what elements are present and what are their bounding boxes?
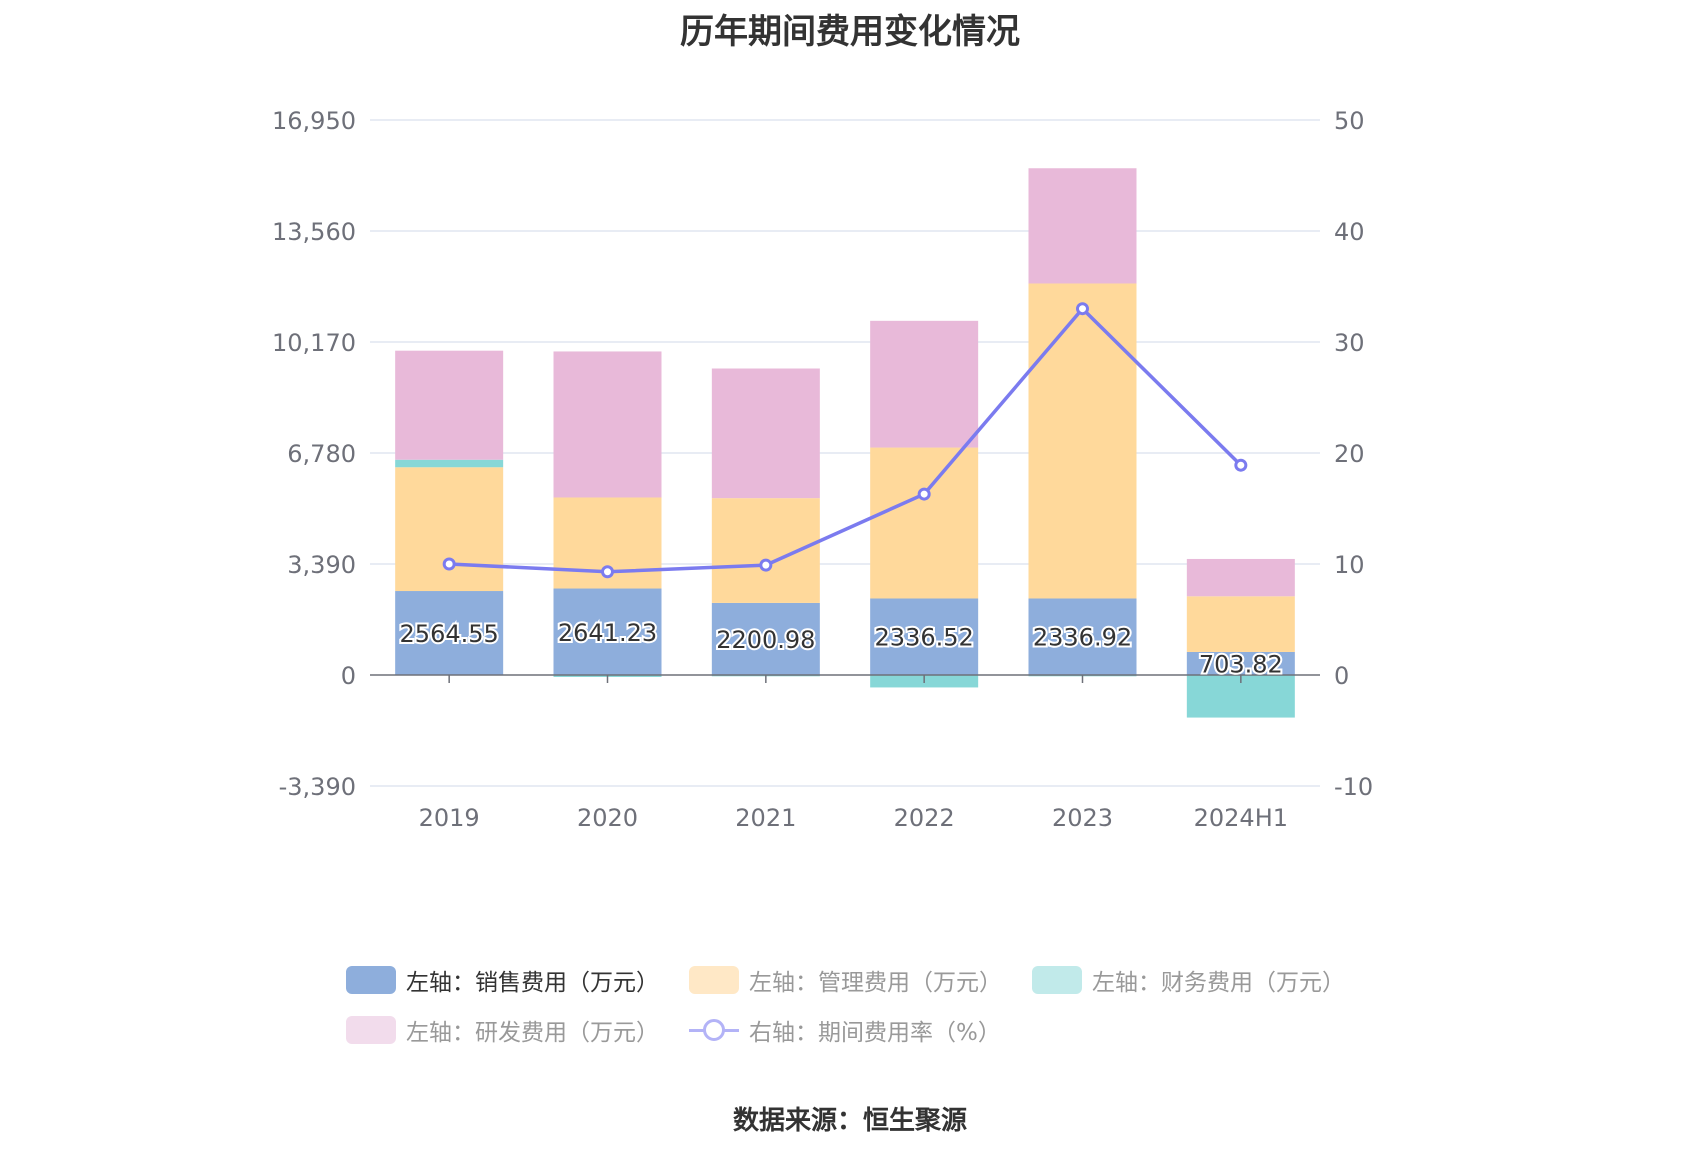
bar-segment[interactable] [870,447,979,599]
bar-segment[interactable] [395,350,504,460]
right-tick-label: 30 [1334,329,1365,357]
legend-item-sales[interactable]: 左轴：销售费用（万元） [346,963,659,997]
ratio-point[interactable] [442,557,456,571]
bar-segment[interactable] [395,467,504,592]
left-tick-label: 0 [341,662,356,690]
legend-item-admin[interactable]: 左轴：管理费用（万元） [689,963,1002,997]
sales-data-label: 703.82 [1199,650,1283,678]
x-category-label: 2024H1 [1194,804,1288,832]
right-tick-label: -10 [1334,773,1373,801]
left-tick-label: 3,390 [287,551,356,579]
right-tick-label: 10 [1334,551,1365,579]
sales-data-label: 2336.92 [1033,624,1132,652]
bar-segment[interactable] [711,498,820,603]
ratio-point[interactable] [1076,302,1089,316]
sales-data-label: 2200.98 [716,626,815,654]
left-tick-label: 13,560 [272,218,356,246]
x-category-label: 2020 [577,804,638,832]
data-source: 数据来源：恒生聚源 [732,1106,967,1136]
ratio-point[interactable] [1234,458,1248,472]
right-tick-label: 50 [1334,107,1365,135]
legend-line-icon [689,1016,739,1044]
left-tick-label: -3,390 [279,773,356,801]
legend-item-ratio[interactable]: 右轴：期间费用率（%） [689,1013,1001,1047]
ratio-line-series [442,302,1248,579]
bar-segment[interactable] [711,368,820,499]
data-labels: 2564.55 2641.23 2200.98 2336.52 2336.92 703.8… [398,617,1285,681]
legend-item-finance[interactable]: 左轴：财务费用（万元） [1032,963,1345,997]
axis-tick-labels: 16,950 50 13,560 40 10,170 30 6,780 20 3,390 10 0 0… [272,107,1373,801]
right-tick-label: 0 [1334,662,1349,690]
bar-segment[interactable] [1186,651,1295,675]
bar-segment[interactable] [395,591,504,675]
bar-segment[interactable] [1186,558,1295,597]
legend-swatch-sales [346,966,396,994]
ratio-line [449,306,1243,574]
legend-label-ratio: 右轴：期间费用率（%） [749,1020,1001,1046]
ratio-point[interactable] [601,565,614,579]
legend-swatch-finance [1032,966,1082,994]
ratio-point[interactable] [759,558,773,572]
bar-segment[interactable] [870,320,979,448]
chart-title: 历年期间费用变化情况 [680,12,1020,52]
legend-label-finance: 左轴：财务费用（万元） [1092,970,1345,996]
legend-swatch-admin [689,966,739,994]
sales-data-label: 2641.23 [558,619,657,647]
legend-label-rd: 左轴：研发费用（万元） [406,1020,659,1046]
bar-series [395,168,1295,718]
sales-data-label: 2564.55 [400,620,499,648]
x-category-label: 2022 [894,804,955,832]
x-axis: 2019 2020 2021 2022 2023 2024H1 [370,674,1320,832]
bar-segment[interactable] [553,588,662,675]
legend: 左轴：销售费用（万元） 左轴：管理费用（万元） 左轴：财务费用（万元） 左轴：研… [346,955,1396,1055]
bar-segment[interactable] [1028,168,1137,284]
legend-label-sales: 左轴：销售费用（万元） [406,970,659,996]
legend-item-rd[interactable]: 左轴：研发费用（万元） [346,1013,659,1047]
right-tick-label: 20 [1334,440,1365,468]
bar-segment[interactable] [395,459,504,468]
bar-segment[interactable] [1028,598,1137,675]
bar-segment[interactable] [553,351,662,498]
bar-segment[interactable] [1028,283,1137,599]
ratio-point[interactable] [917,487,931,501]
bar-segment[interactable] [870,598,979,675]
bar-segment[interactable] [1186,596,1295,652]
x-category-label: 2023 [1052,804,1113,832]
left-tick-label: 10,170 [272,329,356,357]
x-category-label: 2019 [419,804,480,832]
left-tick-label: 16,950 [272,107,356,135]
left-tick-label: 6,780 [287,440,356,468]
legend-swatch-rd [346,1016,396,1044]
sales-data-label: 2336.52 [875,624,974,652]
grid-lines [370,119,1320,787]
bar-segment[interactable] [711,602,820,675]
right-tick-label: 40 [1334,218,1365,246]
legend-label-admin: 左轴：管理费用（万元） [749,970,1002,996]
x-category-label: 2021 [735,804,796,832]
